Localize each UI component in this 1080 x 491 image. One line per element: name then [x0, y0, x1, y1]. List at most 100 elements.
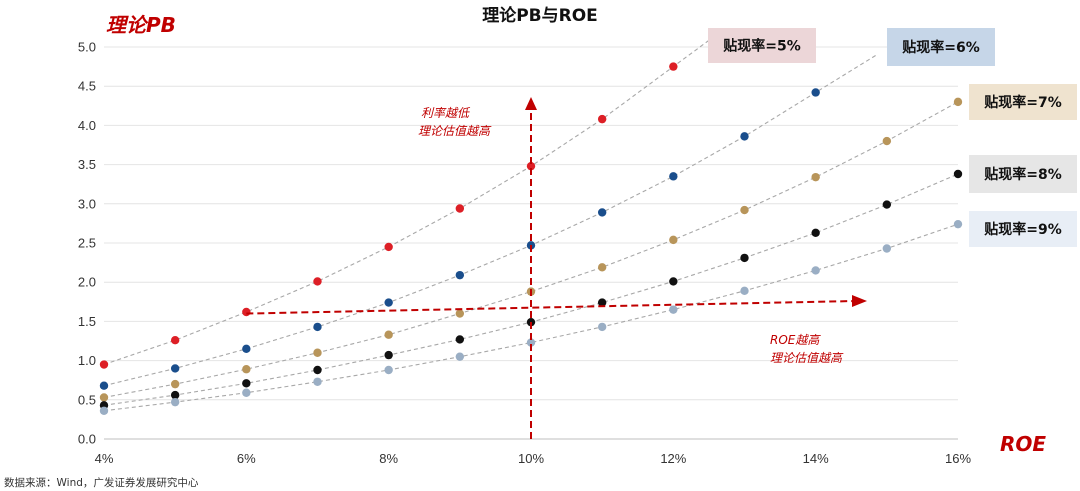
series-2-point-1 — [170, 364, 180, 373]
series-5-point-9 — [740, 286, 749, 296]
y-tick-label-3: 1.5 — [78, 314, 96, 329]
series-4-point-12 — [953, 169, 963, 179]
series-1-trendline — [103, 36, 715, 366]
series-3-point-10 — [811, 172, 820, 182]
series-2-trendline — [103, 53, 879, 387]
legend-box-2 — [887, 28, 995, 66]
y-tick-label-4: 2.0 — [78, 275, 96, 290]
series-1-point-8 — [669, 62, 678, 71]
chart-title: 理论PB与ROE — [482, 5, 598, 26]
x-tick-label-3: 10% — [518, 451, 544, 466]
series-2-point-8 — [669, 172, 678, 181]
series-3-point-9 — [740, 205, 749, 215]
legend-label-4: 贴现率=8% — [984, 166, 1062, 183]
x-tick-label-6: 16% — [945, 451, 971, 466]
series-3-point-2 — [242, 365, 251, 374]
series-4-point-10 — [811, 228, 820, 238]
series-1-point-4 — [384, 242, 393, 252]
series-5-point-0 — [99, 406, 109, 415]
series-3-point-7 — [597, 263, 607, 272]
y-tick-label-10: 5.0 — [78, 40, 96, 55]
annotation-vertical-line1: 利率越低 — [421, 106, 471, 120]
series-3-point-8 — [669, 235, 678, 245]
series-4-point-8 — [669, 277, 678, 286]
y-tick-label-9: 4.5 — [78, 79, 96, 94]
series-4-point-2 — [242, 379, 251, 388]
arrow-horizontal-line — [246, 300, 856, 315]
x-tick-label-0: 4% — [95, 451, 114, 466]
series-5-point-5 — [455, 352, 465, 361]
x-tick-label-5: 14% — [803, 451, 829, 466]
series-2-point-0 — [99, 381, 109, 390]
series-3-point-0 — [99, 393, 109, 402]
y-tick-label-6: 3.0 — [78, 196, 96, 211]
arrows-layer — [246, 97, 867, 439]
y-tick-labels: 0.0 0.5 1.0 1.5 2.0 2.5 3.0 3.5 4.0 4.5 5.0 — [78, 40, 96, 447]
arrow-horizontal-head — [852, 295, 867, 308]
x-tick-label-1: 6% — [237, 451, 256, 466]
legend-label-3: 贴现率=7% — [984, 94, 1062, 111]
series-layer — [99, 36, 963, 415]
x-axis-label: ROE — [1000, 432, 1046, 456]
y-tick-label-1: 0.5 — [78, 392, 96, 407]
series-1-point-0 — [99, 360, 109, 369]
series-4-point-7 — [597, 298, 607, 307]
y-tick-label-7: 3.5 — [78, 157, 96, 172]
series-3-point-4 — [384, 330, 393, 339]
source-note: 数据来源：Wind，广发证券发展研究中心 — [4, 476, 199, 489]
series-3-point-12 — [953, 97, 963, 107]
y-tick-label-8: 4.0 — [78, 118, 96, 133]
annotation-vertical-line2: 理论估值越高 — [418, 124, 492, 138]
series-5-point-4 — [384, 365, 393, 375]
series-5-point-2 — [242, 388, 251, 397]
series-2-point-9 — [740, 132, 749, 141]
legend: 贴现率=5% 贴现率=6% 贴现率=7% 贴现率=8% 贴现率=9% — [708, 28, 1077, 247]
series-5-point-7 — [597, 322, 607, 332]
series-4-point-3 — [313, 365, 322, 375]
series-2-point-7 — [597, 208, 607, 217]
series-2-point-10 — [811, 88, 820, 97]
series-3-point-3 — [313, 348, 322, 357]
series-3-point-1 — [170, 379, 180, 389]
series-1 — [99, 36, 715, 369]
series-3-point-11 — [882, 136, 892, 146]
series-4-point-1 — [170, 390, 180, 400]
y-tick-label-0: 0.0 — [78, 432, 96, 447]
series-5 — [99, 219, 963, 415]
legend-box-3 — [969, 84, 1077, 120]
series-1-point-7 — [597, 114, 607, 124]
series-4-point-11 — [882, 200, 892, 209]
y-tick-label-2: 1.0 — [78, 353, 96, 368]
series-2-point-5 — [455, 270, 465, 280]
x-tick-label-2: 8% — [379, 451, 398, 466]
series-5-point-3 — [313, 377, 322, 386]
series-1-point-5 — [455, 204, 465, 213]
series-5-point-8 — [669, 305, 678, 314]
series-4-point-9 — [740, 253, 749, 263]
series-2 — [99, 53, 879, 390]
legend-box-5 — [969, 211, 1077, 247]
series-3-point-5 — [455, 309, 465, 318]
series-3 — [99, 97, 963, 402]
y-tick-label-5: 2.5 — [78, 236, 96, 251]
series-5-point-12 — [953, 219, 963, 229]
series-1-point-6 — [526, 161, 536, 171]
series-2-point-2 — [242, 344, 251, 354]
legend-box-1 — [708, 28, 816, 63]
legend-box-4 — [969, 155, 1077, 193]
series-5-point-1 — [170, 397, 180, 407]
series-2-point-4 — [384, 298, 393, 307]
legend-label-1: 贴现率=5% — [723, 38, 801, 55]
series-1-point-1 — [170, 336, 180, 345]
series-4-point-5 — [455, 335, 465, 344]
x-tick-label-4: 12% — [660, 451, 686, 466]
legend-label-2: 贴现率=6% — [902, 39, 980, 56]
series-1-point-3 — [313, 277, 322, 286]
arrow-vertical-head — [525, 97, 537, 110]
annotation-horizontal-line1: ROE越高 — [770, 333, 821, 347]
y-axis-label: 理论PB — [106, 13, 176, 37]
annotation-horizontal-line2: 理论估值越高 — [770, 351, 844, 365]
series-5-point-11 — [882, 244, 892, 253]
series-5-point-6 — [526, 338, 536, 347]
